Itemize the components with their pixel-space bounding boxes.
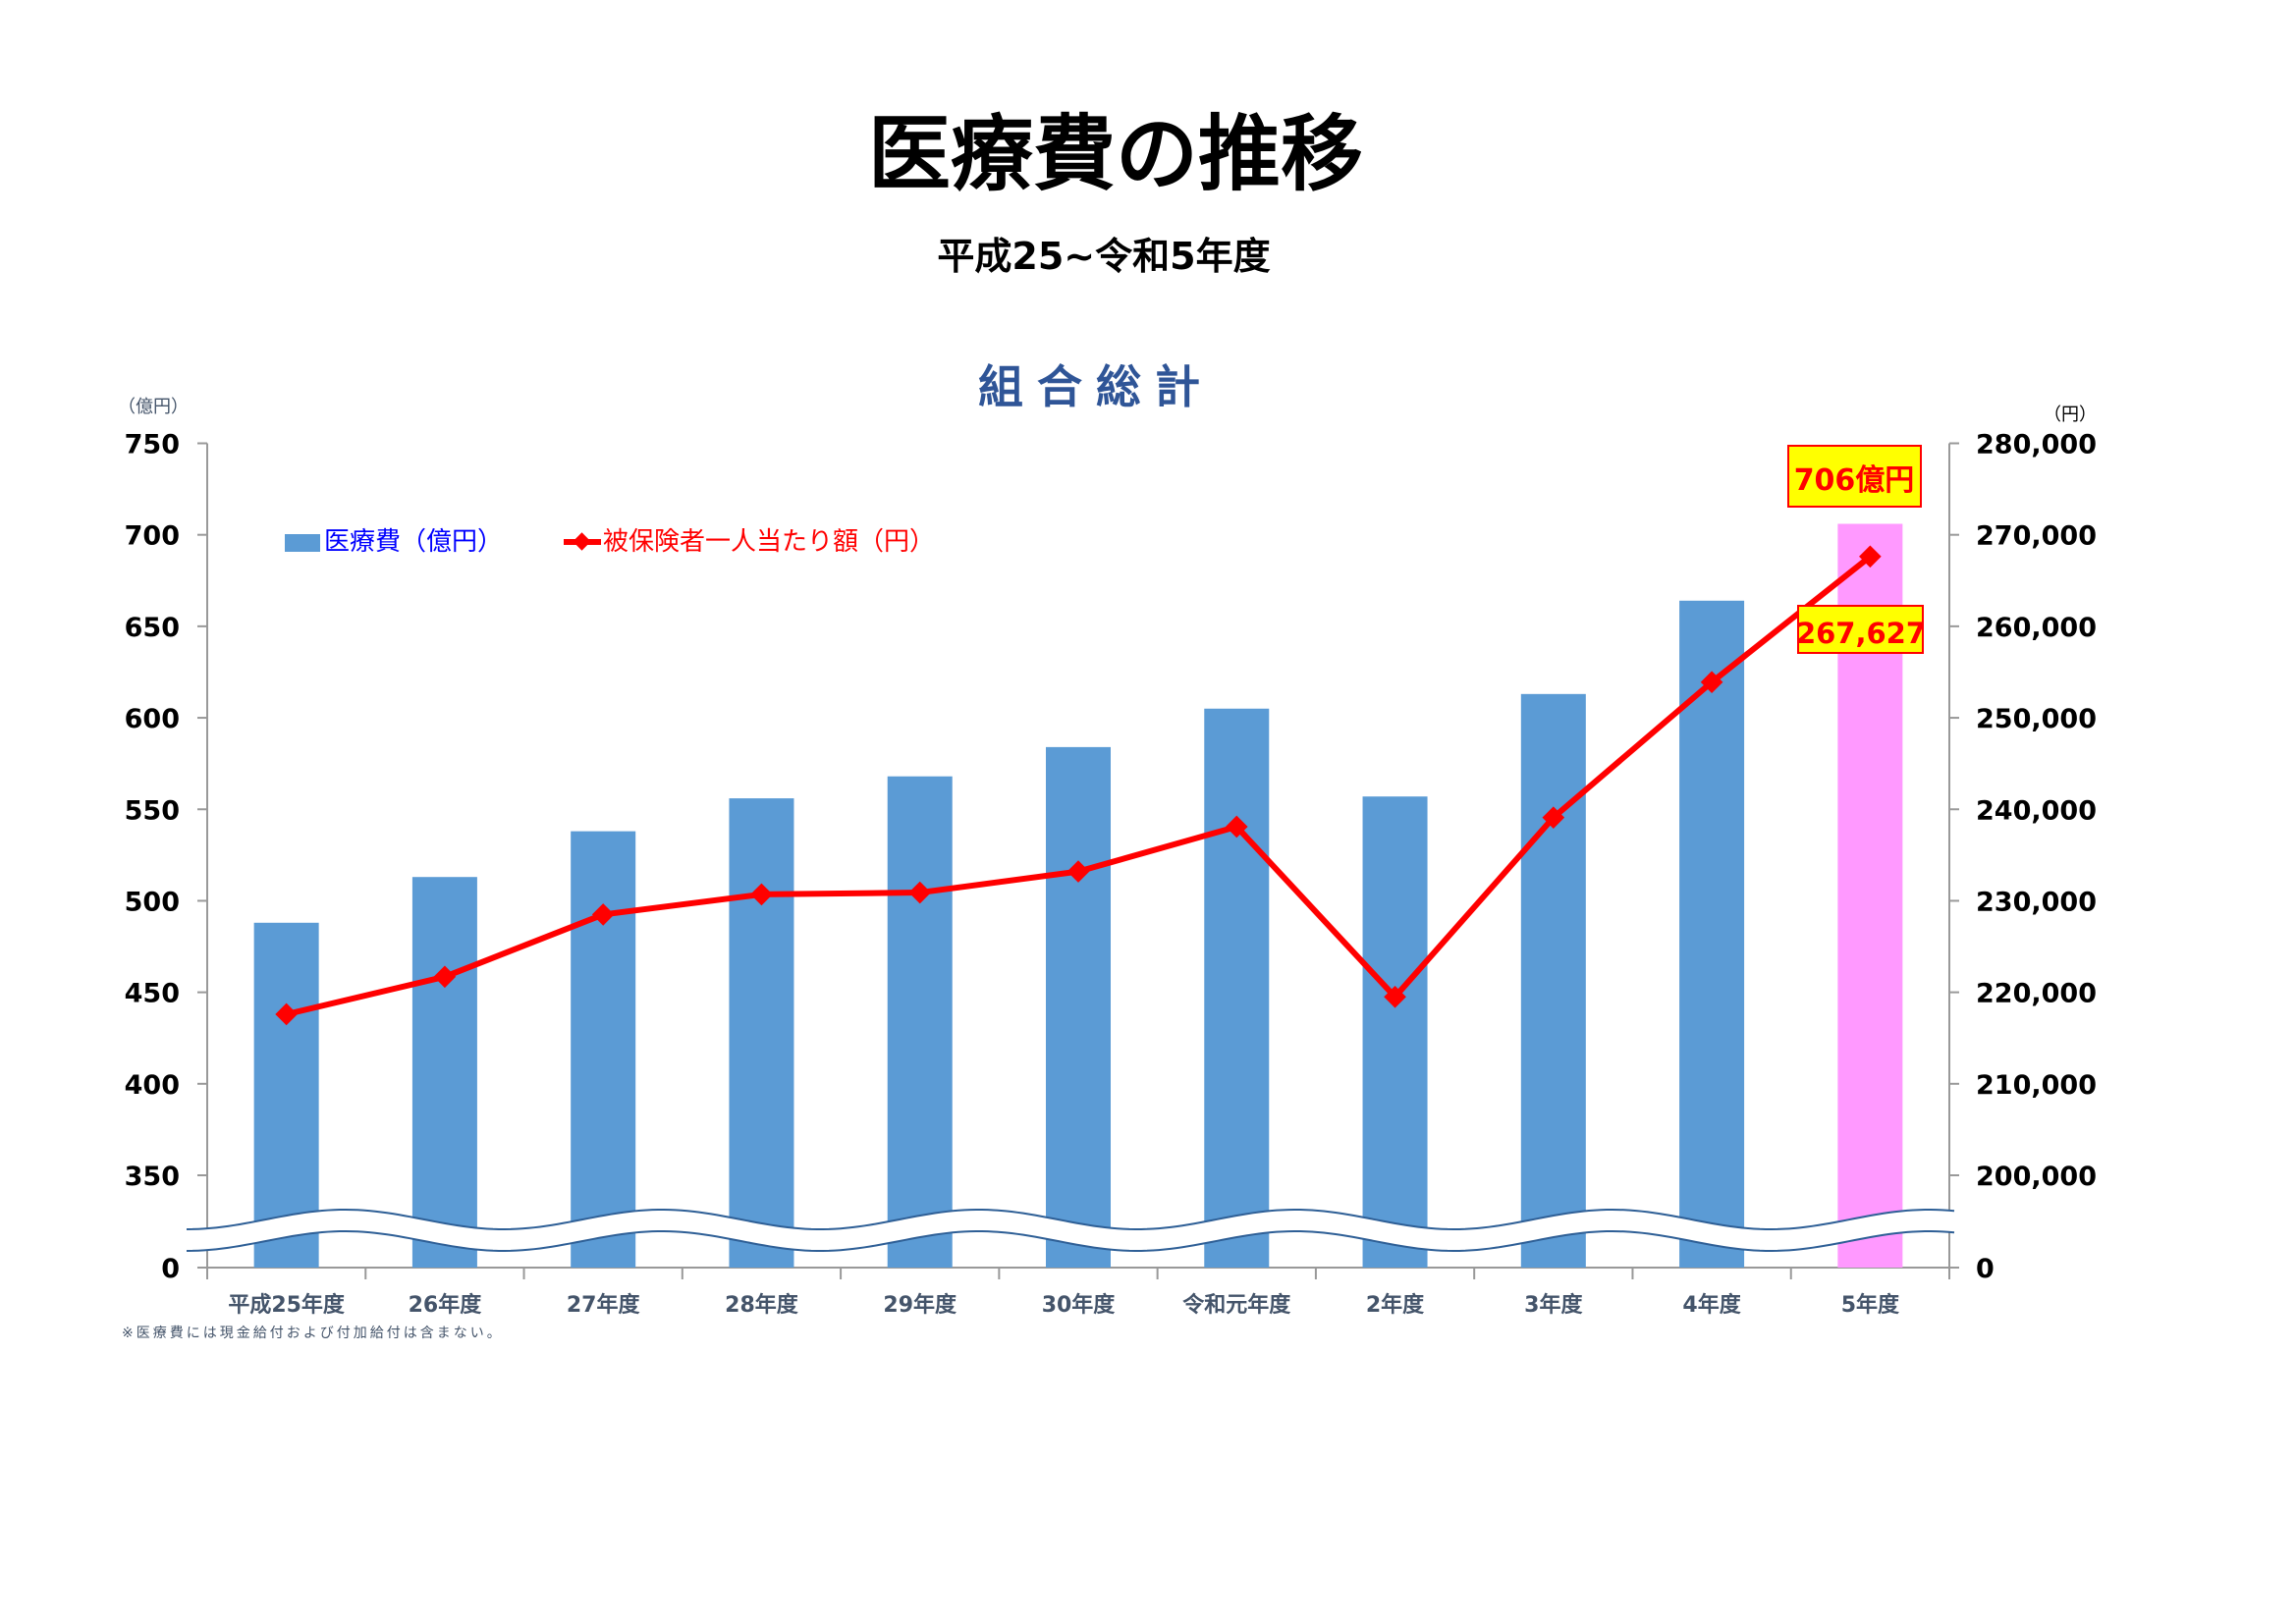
right-tick-label: 270,000 — [1976, 521, 2097, 552]
bar — [1046, 746, 1111, 1268]
line-point — [1066, 860, 1090, 883]
line-point — [1542, 806, 1565, 829]
left-tick-label: 650 — [125, 613, 180, 643]
left-axis-unit: （億円） — [118, 397, 189, 417]
bar — [729, 798, 794, 1268]
left-tick-label: 700 — [125, 521, 180, 552]
left-tick-label: 500 — [125, 887, 180, 917]
line-point — [1700, 671, 1723, 694]
right-tick-label: 200,000 — [1976, 1162, 2097, 1192]
line-point — [1384, 985, 1406, 1008]
left-tick-label: 600 — [125, 704, 180, 734]
bar-annotation: 706億円 — [1794, 463, 1915, 498]
right-tick-label: 280,000 — [1976, 430, 2097, 460]
bar — [1362, 796, 1428, 1268]
bar — [1679, 600, 1745, 1268]
left-tick-label: 550 — [125, 795, 180, 826]
x-tick-label: 2年度 — [1366, 1292, 1425, 1318]
bar — [887, 776, 953, 1268]
x-tick-label: 29年度 — [883, 1292, 957, 1318]
x-tick-label: 28年度 — [725, 1292, 799, 1318]
page-subtitle: 平成25~令和5年度 — [937, 235, 1270, 278]
line-annotation: 267,627 — [1796, 617, 1926, 650]
axis-break-wave — [186, 1229, 1955, 1253]
bar — [1520, 693, 1586, 1268]
right-tick-label: 260,000 — [1976, 613, 2097, 643]
left-tick-label: 0 — [161, 1254, 180, 1284]
line-point — [750, 883, 773, 906]
x-tick-label: 4年度 — [1682, 1292, 1741, 1318]
line-point — [1225, 815, 1248, 839]
left-tick-label: 750 — [125, 430, 180, 460]
x-tick-label: 令和元年度 — [1182, 1292, 1291, 1318]
right-tick-label: 220,000 — [1976, 979, 2097, 1009]
x-tick-label: 平成25年度 — [228, 1292, 346, 1318]
bar — [571, 831, 636, 1268]
line-point — [908, 881, 932, 904]
line-point — [275, 1002, 298, 1026]
chart-title: 組合総計 — [978, 360, 1214, 413]
left-tick-label: 350 — [125, 1162, 180, 1192]
right-axis-unit: （円） — [2044, 405, 2097, 425]
legend: 医療費（億円） 被保険者一人当たり額（円） — [285, 527, 935, 557]
bar — [411, 877, 477, 1268]
right-tick-label: 230,000 — [1976, 887, 2097, 917]
right-tick-label: 210,000 — [1976, 1070, 2097, 1101]
left-tick-label: 450 — [125, 979, 180, 1009]
right-tick-label: 240,000 — [1976, 795, 2097, 826]
x-tick-label: 26年度 — [409, 1292, 483, 1318]
line-point — [433, 965, 457, 989]
legend-line-label: 被保険者一人当たり額（円） — [603, 527, 935, 557]
left-tick-label: 400 — [125, 1070, 180, 1101]
bar-annotation-box — [1787, 445, 1922, 508]
axis-break-band — [187, 1210, 1954, 1251]
right-tick-label: 0 — [1976, 1254, 1995, 1284]
bar — [1204, 708, 1270, 1268]
line-point — [1859, 545, 1882, 568]
line-point — [591, 903, 615, 926]
x-tick-label: 3年度 — [1524, 1292, 1583, 1318]
x-tick-label: 30年度 — [1042, 1292, 1117, 1318]
legend-bar-label: 医療費（億円） — [324, 527, 503, 557]
page-title: 医療費の推移 — [868, 106, 1363, 202]
x-tick-label: 5年度 — [1841, 1292, 1900, 1318]
x-tick-label: 27年度 — [567, 1292, 641, 1318]
legend-line-marker — [573, 532, 591, 551]
bar — [253, 922, 319, 1268]
right-tick-label: 250,000 — [1976, 704, 2097, 734]
legend-bar-swatch — [285, 534, 320, 552]
footnote: ※医療費には現金給付および付加給付は含まない。 — [122, 1325, 504, 1341]
line-annotation-box — [1797, 605, 1924, 654]
axis-break-wave — [186, 1208, 1955, 1231]
